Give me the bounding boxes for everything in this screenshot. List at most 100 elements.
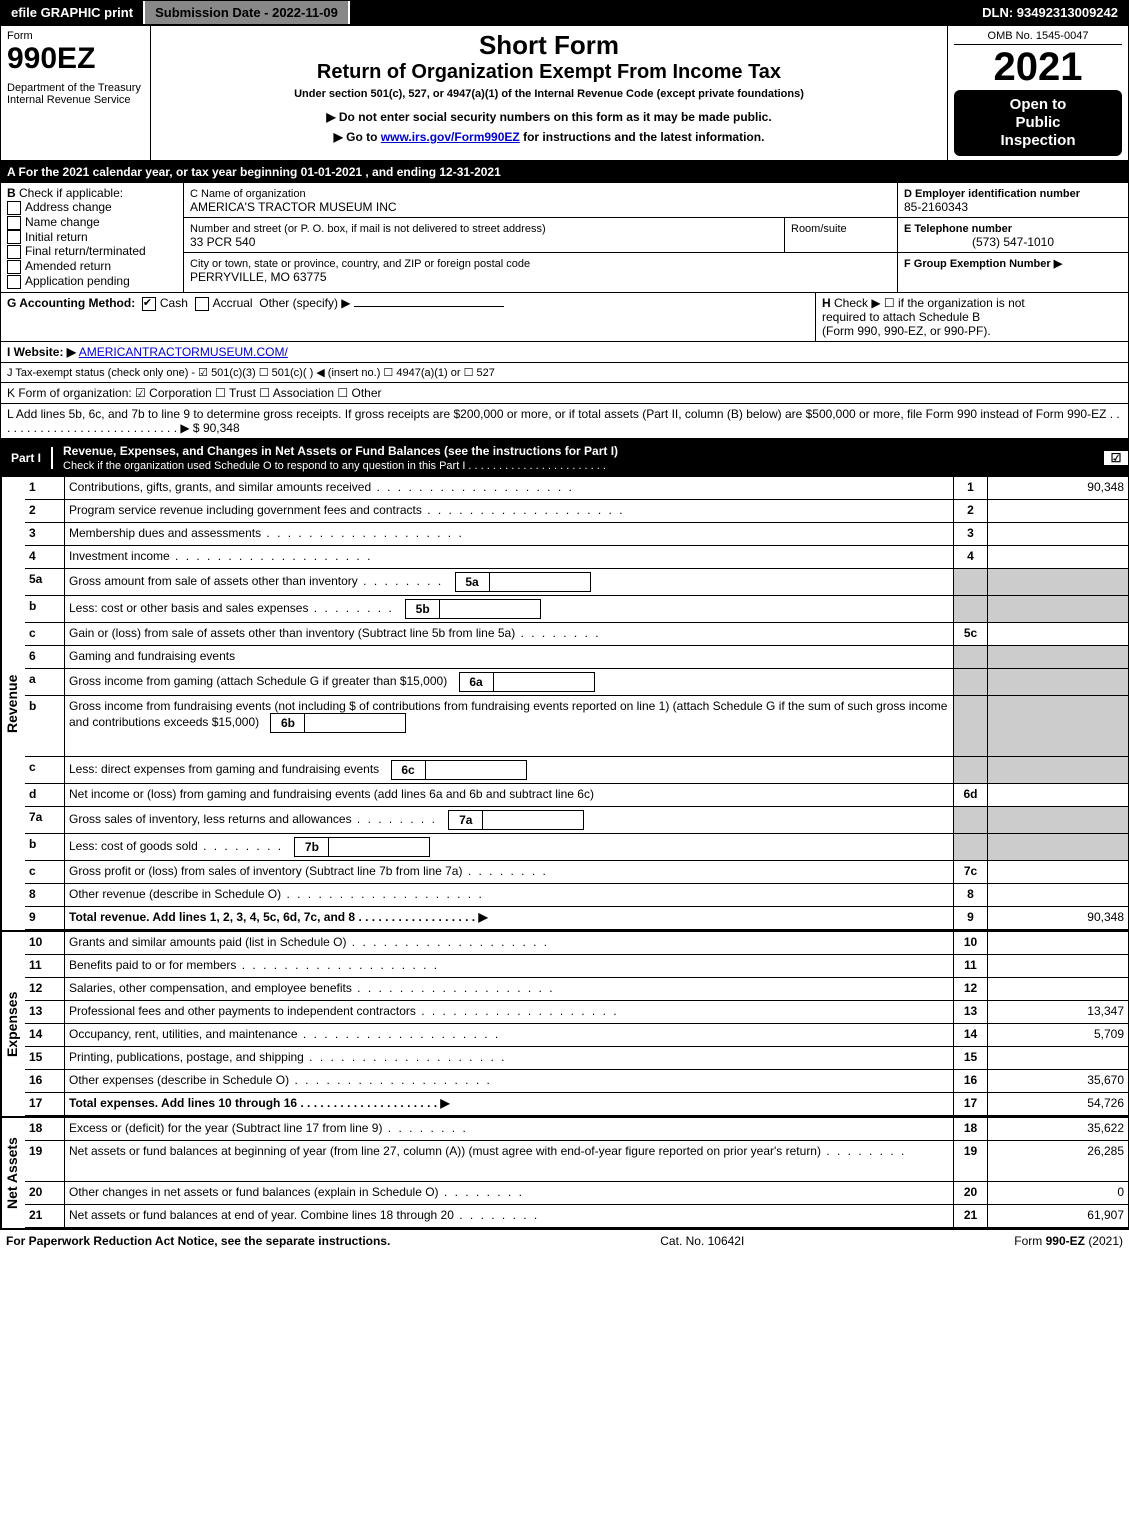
line-13-desc: Professional fees and other payments to … [65, 1001, 954, 1023]
line-16-rnum: 16 [954, 1070, 988, 1092]
line-16-amt: 35,670 [988, 1070, 1128, 1092]
line-6a-amt [988, 669, 1128, 695]
opt-final-return: Final return/terminated [25, 244, 146, 258]
form-word: Form [7, 30, 144, 42]
line-6d-rnum: 6d [954, 784, 988, 806]
part-i-lines: Revenue 1 Contributions, gifts, grants, … [0, 477, 1129, 1228]
c-name-label: C Name of organization [190, 188, 306, 200]
inner-5a-label: 5a [456, 573, 490, 591]
opt-initial-return: Initial return [25, 230, 88, 244]
line-1-amt: 90,348 [988, 477, 1128, 499]
top-bar: efile GRAPHIC print Submission Date - 20… [0, 0, 1129, 25]
line-16-num: 16 [25, 1070, 65, 1092]
part-i-check[interactable]: ☑ [1104, 451, 1128, 465]
opt-accrual: Accrual [213, 296, 253, 310]
side-label-netassets: Net Assets [1, 1118, 25, 1228]
line-20-amt: 0 [988, 1182, 1128, 1204]
inner-5a-value [490, 573, 590, 591]
line-9-rnum: 9 [954, 907, 988, 929]
footer-right-post: (2021) [1088, 1234, 1123, 1248]
checkbox-address-change[interactable] [7, 201, 21, 215]
line-13-num: 13 [25, 1001, 65, 1023]
checkbox-final-return[interactable] [7, 245, 21, 259]
line-6a-desc: Gross income from gaming (attach Schedul… [69, 674, 447, 688]
line-6b-desc: Gross income from fundraising events (no… [69, 699, 947, 729]
line-5b-desc-wrap: Less: cost or other basis and sales expe… [65, 596, 954, 622]
b-check-if: Check if applicable: [19, 186, 123, 200]
line-6b-rnum [954, 696, 988, 756]
opt-cash: Cash [160, 296, 188, 310]
line-19-desc: Net assets or fund balances at beginning… [65, 1141, 954, 1181]
line-18-num: 18 [25, 1118, 65, 1140]
goto-post: for instructions and the latest informat… [523, 130, 764, 144]
line-7b-desc-wrap: Less: cost of goods sold 7b [65, 834, 954, 860]
irs-link[interactable]: www.irs.gov/Form990EZ [381, 130, 520, 144]
line-7b-desc: Less: cost of goods sold [69, 839, 283, 853]
line-19-rnum: 19 [954, 1141, 988, 1181]
footer-mid: Cat. No. 10642I [660, 1234, 744, 1248]
line-6c-desc: Less: direct expenses from gaming and fu… [69, 762, 379, 776]
line-5a-rnum [954, 569, 988, 595]
goto-pre: ▶ Go to [334, 130, 381, 144]
inner-6c: 6c [391, 760, 527, 780]
l-text: L Add lines 5b, 6c, and 7b to line 9 to … [7, 407, 1120, 435]
line-6a-num: a [25, 669, 65, 695]
line-7a-desc: Gross sales of inventory, less returns a… [69, 812, 437, 826]
line-12-amt [988, 978, 1128, 1000]
l-row: L Add lines 5b, 6c, and 7b to line 9 to … [0, 404, 1129, 439]
line-5a-desc: Gross amount from sale of assets other t… [69, 574, 443, 588]
tax-year: 2021 [954, 45, 1122, 90]
line-2-rnum: 2 [954, 500, 988, 522]
line-21-amt: 61,907 [988, 1205, 1128, 1227]
line-16-desc: Other expenses (describe in Schedule O) [65, 1070, 954, 1092]
side-label-expenses: Expenses [1, 932, 25, 1116]
line-7c-num: c [25, 861, 65, 883]
inner-7a-label: 7a [449, 811, 483, 829]
line-5b-desc: Less: cost or other basis and sales expe… [69, 601, 394, 615]
inner-7a: 7a [448, 810, 584, 830]
submission-date-label: Submission Date - 2022-11-09 [145, 1, 350, 24]
form-header: Form 990EZ Department of the Treasury In… [0, 25, 1129, 161]
line-19-num: 19 [25, 1141, 65, 1181]
line-9-amt: 90,348 [988, 907, 1128, 929]
checkbox-application-pending[interactable] [7, 275, 21, 289]
efile-print-label: efile GRAPHIC print [1, 1, 145, 24]
checkbox-accrual[interactable] [195, 297, 209, 311]
checkbox-amended-return[interactable] [7, 260, 21, 274]
line-5b-num: b [25, 596, 65, 622]
page-footer: For Paperwork Reduction Act Notice, see … [0, 1228, 1129, 1252]
line-5c-num: c [25, 623, 65, 645]
line-6c-num: c [25, 757, 65, 783]
line-7c-rnum: 7c [954, 861, 988, 883]
line-2-amt [988, 500, 1128, 522]
line-1-rnum: 1 [954, 477, 988, 499]
inner-6b-value [305, 714, 405, 732]
line-6a-rnum [954, 669, 988, 695]
line-5b-rnum [954, 596, 988, 622]
c-city-value: PERRYVILLE, MO 63775 [190, 270, 327, 284]
checkbox-initial-return[interactable] [7, 230, 21, 244]
line-17-amt: 54,726 [988, 1093, 1128, 1115]
line-2-num: 2 [25, 500, 65, 522]
c-street-label: Number and street (or P. O. box, if mail… [190, 223, 546, 235]
website-link[interactable]: AMERICANTRACTORMUSEUM.COM/ [79, 345, 288, 359]
line-17-num: 17 [25, 1093, 65, 1115]
checkbox-name-change[interactable] [7, 216, 21, 230]
line-6d-desc: Net income or (loss) from gaming and fun… [65, 784, 954, 806]
line-14-rnum: 14 [954, 1024, 988, 1046]
checkbox-cash[interactable] [142, 297, 156, 311]
line-11-desc: Benefits paid to or for members [65, 955, 954, 977]
b-letter: B [7, 186, 16, 200]
inner-7b-label: 7b [295, 838, 329, 856]
k-text: K Form of organization: ☑ Corporation ☐ … [1, 383, 1128, 403]
line-11-num: 11 [25, 955, 65, 977]
e-label: E Telephone number [904, 223, 1012, 235]
d-label: D Employer identification number [904, 188, 1080, 200]
inner-6b-label: 6b [271, 714, 305, 732]
line-18-rnum: 18 [954, 1118, 988, 1140]
line-2-desc: Program service revenue including govern… [65, 500, 954, 522]
dept-line-1: Department of the Treasury [7, 82, 144, 94]
line-18-amt: 35,622 [988, 1118, 1128, 1140]
footer-right-bold: 990-EZ [1046, 1234, 1085, 1248]
inner-6a-value [494, 673, 594, 691]
